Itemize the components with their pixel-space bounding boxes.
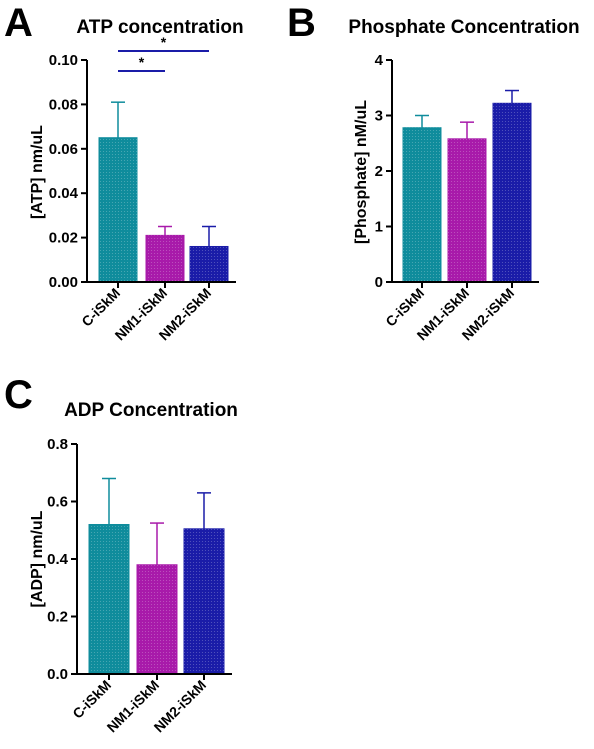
panel-a-y-tick-label: 0.10 [49, 52, 78, 69]
panel-b-category-label-c-iskm: C-iSkM [382, 285, 427, 330]
panel-b-y-tick-label: 3 [375, 108, 383, 125]
panel-a-y-tick-label: 0.08 [49, 96, 78, 113]
panel-letter-b: B [287, 1, 316, 45]
panel-c-title: ADP Concentration [64, 400, 238, 421]
panel-a-significance-star: * [139, 54, 145, 70]
panel-c-y-tick-label: 0.2 [47, 609, 68, 626]
panel-letter-c: C [4, 373, 33, 417]
panel-a-category-label-c-iskm: C-iSkM [78, 285, 123, 330]
panel-a-bar-texture-c-iskm [99, 137, 137, 282]
panel-c-category-label-c-iskm: C-iSkM [69, 677, 114, 722]
panel-b-bar-texture-c-iskm [403, 127, 441, 283]
panel-c-bar-texture-c-iskm [89, 524, 129, 674]
panel-c-y-tick-label: 0.4 [47, 551, 69, 568]
panel-a-y-tick-label: 0.04 [49, 185, 79, 202]
panel-c: C ADP Concentration [ADP] nm/uL 0.0 0.2 0.… [4, 373, 238, 735]
panel-a-significance-star: * [161, 34, 167, 50]
panel-a-y-tick-label: 0.00 [49, 274, 78, 291]
panel-b-y-axis-label: [Phosphate] nM/uL [353, 100, 370, 244]
panel-c-y-tick-label: 0.0 [47, 666, 68, 683]
panel-c-y-tick-label: 0.6 [47, 494, 68, 511]
panel-a-bar-texture-nm2-iskm [190, 246, 228, 282]
panel-c-y-axis-label: [ADP] nm/uL [29, 510, 46, 607]
panel-a-y-tick-label: 0.02 [49, 230, 78, 247]
panel-a-title: ATP concentration [76, 17, 243, 38]
panel-b-bar-texture-nm1-iskm [448, 138, 486, 282]
panel-b-title: Phosphate Concentration [348, 17, 579, 38]
panel-b-y-tick-label: 2 [375, 163, 383, 180]
panel-letter-a: A [4, 1, 33, 45]
panel-a-plot: 0.000.020.040.060.080.10C-iSkMNM1-iSkMNM… [49, 34, 236, 343]
panel-b-y-tick-label: 4 [375, 52, 384, 69]
panel-b-y-tick-label: 1 [375, 219, 383, 236]
panel-c-bar-texture-nm1-iskm [137, 564, 177, 674]
panel-a: A ATP concentration [ATP] nm/uL 0.00 0.02… [4, 1, 244, 343]
panel-a-y-tick-label: 0.06 [49, 141, 78, 158]
panel-a-y-axis-label: [ATP] nm/uL [29, 125, 46, 219]
panel-b-y-tick-label: 0 [375, 274, 383, 291]
panel-c-y-tick-label: 0.8 [47, 436, 68, 453]
panel-b: B Phosphate Concentration [Phosphate] nM… [287, 1, 580, 343]
panel-c-bar-texture-nm2-iskm [184, 528, 224, 674]
panel-b-bar-texture-nm2-iskm [493, 103, 531, 282]
panel-a-bar-texture-nm1-iskm [146, 235, 184, 282]
